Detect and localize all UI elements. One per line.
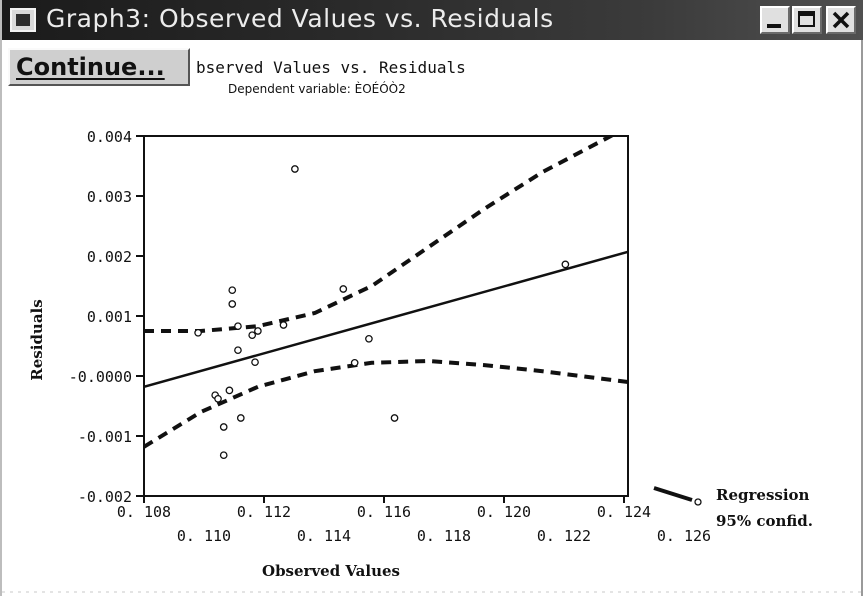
plot-area bbox=[143, 135, 629, 497]
data-point bbox=[234, 322, 242, 331]
data-point bbox=[228, 300, 237, 308]
y-tick-label: 0.002 bbox=[87, 248, 132, 266]
x-tick-label-upper: 0. 116 bbox=[357, 503, 411, 521]
confidence-lower-line bbox=[144, 358, 628, 449]
x-tick-label-lower: 0. 118 bbox=[417, 527, 471, 545]
data-point bbox=[279, 321, 288, 329]
data-point bbox=[234, 346, 242, 355]
data-point bbox=[228, 286, 237, 295]
minimize-icon bbox=[767, 24, 781, 28]
x-tick-label-lower: 0. 122 bbox=[537, 527, 591, 545]
data-point bbox=[254, 327, 262, 335]
confidence-upper-line bbox=[144, 136, 616, 333]
y-tick-label: -0.0000 bbox=[69, 368, 132, 386]
data-point bbox=[194, 328, 202, 337]
data-point bbox=[291, 165, 299, 173]
x-tick-label-upper: 0. 120 bbox=[477, 503, 531, 521]
x-tick-label-upper: 0. 112 bbox=[237, 503, 291, 521]
data-point bbox=[350, 358, 359, 367]
data-point bbox=[214, 394, 222, 403]
y-tick-label: 0.001 bbox=[87, 308, 132, 326]
data-point bbox=[339, 285, 348, 293]
minimize-button[interactable] bbox=[760, 6, 790, 34]
close-icon bbox=[832, 11, 850, 29]
data-point bbox=[561, 260, 570, 269]
app-icon[interactable] bbox=[10, 8, 36, 32]
y-tick-label: 0.004 bbox=[87, 128, 132, 146]
x-tick-label-lower: 0. 126 bbox=[657, 527, 711, 545]
data-point bbox=[225, 386, 234, 395]
chart-title: bserved Values vs. Residuals bbox=[196, 58, 466, 77]
window-title: Graph3: Observed Values vs. Residuals bbox=[46, 4, 554, 33]
data-point bbox=[365, 334, 373, 343]
maximize-icon bbox=[798, 11, 815, 27]
chart-subtitle: Dependent variable: ÈOÉÓÒ2 bbox=[228, 82, 406, 96]
bottom-border bbox=[2, 591, 863, 593]
data-point bbox=[251, 358, 259, 367]
data-point bbox=[236, 414, 245, 422]
data-point bbox=[219, 423, 228, 431]
data-point bbox=[248, 331, 257, 340]
x-tick-label-upper: 0. 108 bbox=[117, 503, 171, 521]
close-button[interactable] bbox=[826, 6, 856, 34]
x-tick-label-lower: 0. 110 bbox=[177, 527, 231, 545]
y-tick-label: -0.001 bbox=[78, 428, 132, 446]
y-tick-label: 0.003 bbox=[87, 188, 132, 206]
x-axis-label: Observed Values bbox=[262, 562, 400, 580]
y-tick-label: -0.002 bbox=[78, 488, 132, 506]
x-tick-label-lower: 0. 114 bbox=[297, 527, 351, 545]
y-axis-label: Residuals bbox=[28, 299, 46, 380]
data-point bbox=[219, 451, 228, 460]
x-tick-label-upper: 0. 124 bbox=[597, 503, 651, 521]
legend-swatch bbox=[653, 486, 702, 506]
title-bar[interactable]: Graph3: Observed Values vs. Residuals bbox=[2, 0, 863, 40]
regression-line bbox=[144, 250, 628, 389]
legend-item-regression: Regression bbox=[716, 486, 810, 504]
maximize-button[interactable] bbox=[792, 6, 822, 34]
continue-button[interactable]: Continue... bbox=[8, 48, 190, 86]
legend-item-confidence: 95% confid. bbox=[716, 512, 814, 530]
data-point bbox=[390, 414, 399, 422]
